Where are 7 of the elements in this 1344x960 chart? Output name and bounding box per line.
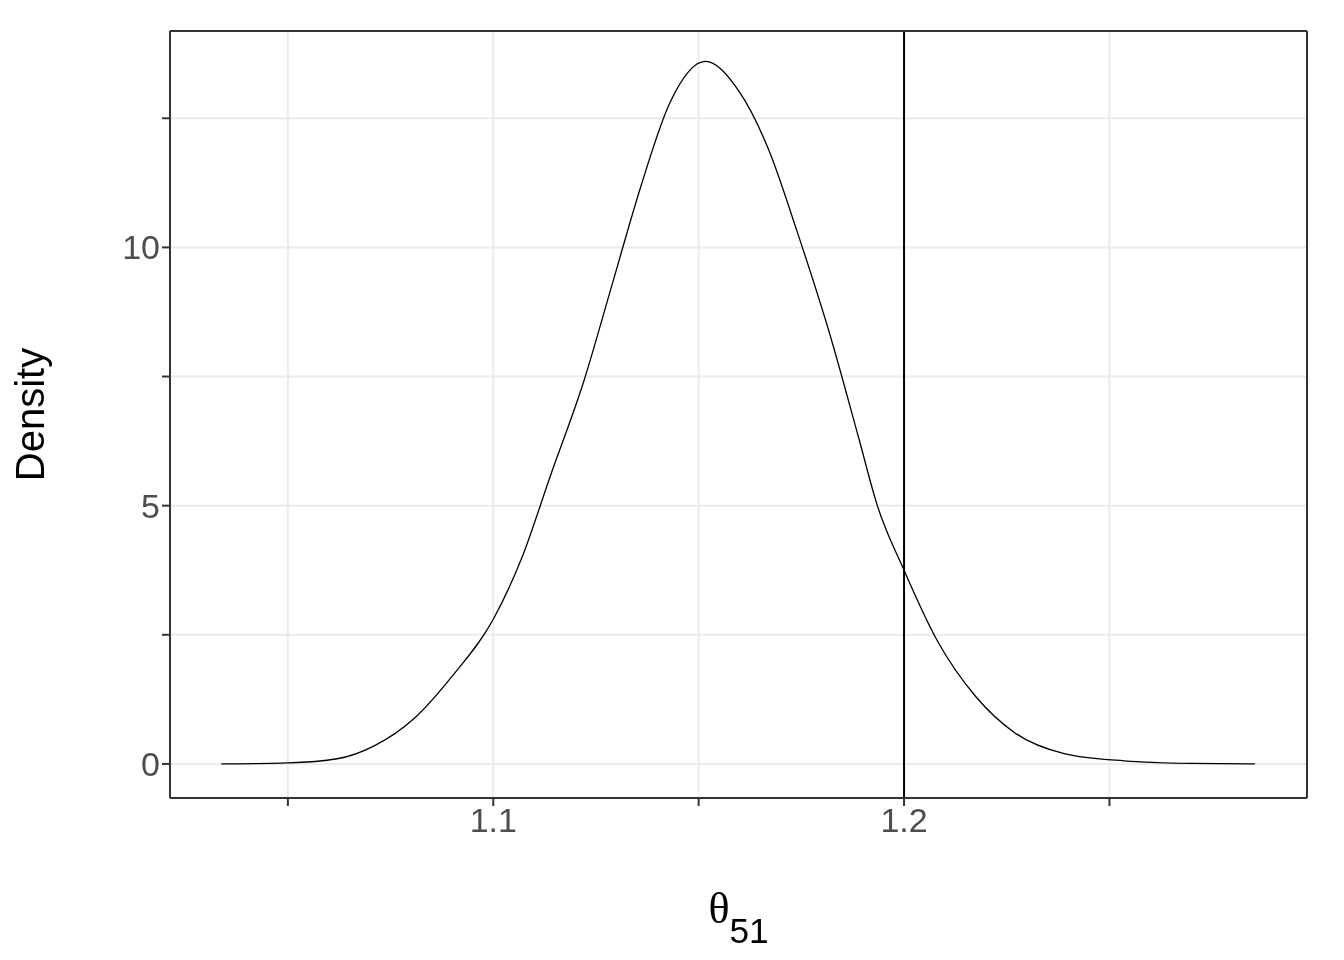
x-tick-label: 1.1 [469,801,517,840]
y-tick-label: 5 [141,486,160,525]
y-tick-label: 10 [122,228,160,267]
x-tick-label: 1.2 [880,801,928,840]
x-axis-title: θ$_{51}$ [708,884,769,950]
y-tick-label: 0 [141,744,160,783]
y-axis-title: Density [8,347,53,482]
